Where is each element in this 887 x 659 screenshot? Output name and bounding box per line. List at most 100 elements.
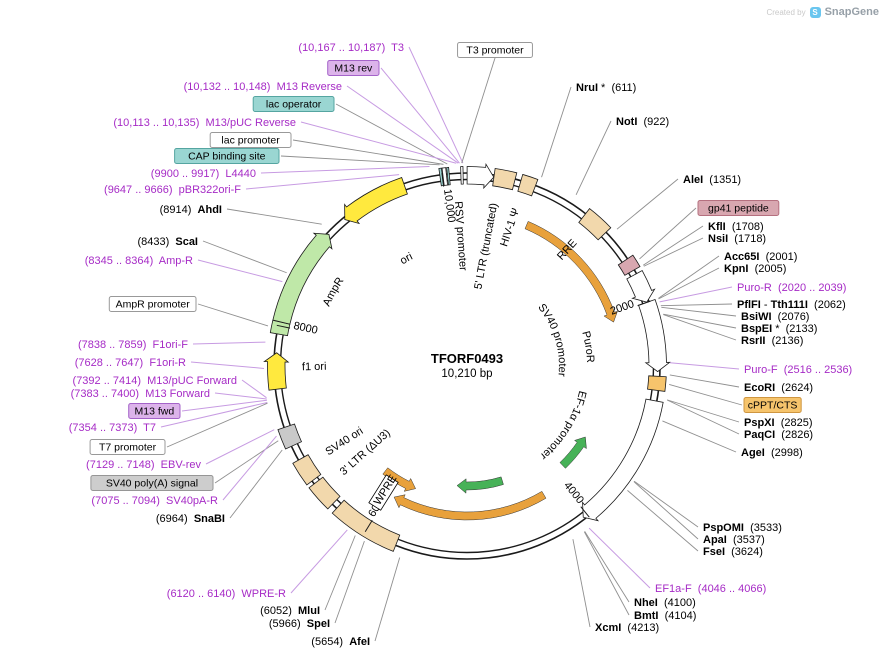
feature-gp41-peptide[interactable] xyxy=(617,254,641,276)
label-nhei-4100[interactable]: NheI (4100) xyxy=(634,597,696,609)
label-nsii-1718[interactable]: NsiI (1718) xyxy=(708,233,766,245)
leader-line xyxy=(290,529,348,594)
label-bspei-2133[interactable]: BspEI * (2133) xyxy=(741,323,817,335)
label-8914-ahdi[interactable]: (8914) AhdI xyxy=(160,204,222,216)
label-rsrii-2136[interactable]: RsrII (2136) xyxy=(741,335,803,347)
orf-arrow[interactable] xyxy=(393,490,547,521)
feature-label-hiv-1[interactable]: HIV-1 Ψ xyxy=(498,207,522,249)
label-6120-6140-wpre-r[interactable]: (6120 .. 6140) WPRE-R xyxy=(167,588,286,600)
leader-line xyxy=(260,166,430,174)
feature-wpre[interactable] xyxy=(331,499,401,552)
label-puro-f-2516-2536[interactable]: Puro-F (2516 .. 2536) xyxy=(744,364,852,376)
feature-ef-1a-promoter[interactable] xyxy=(582,398,664,522)
label-7838-7859-f1ori-f[interactable]: (7838 .. 7859) F1ori-F xyxy=(78,339,188,351)
feature-cppt-cts[interactable] xyxy=(647,375,667,392)
label-ef1a-f-4046-4066[interactable]: EF1a-F (4046 .. 4066) xyxy=(655,583,766,595)
label-8345-8364-amp-r[interactable]: (8345 .. 8364) Amp-R xyxy=(85,255,193,267)
label-agei-2998[interactable]: AgeI (2998) xyxy=(741,447,803,459)
label-5654-afei[interactable]: (5654) AfeI xyxy=(311,636,370,648)
label-pspomi-3533[interactable]: PspOMI (3533) xyxy=(703,522,782,534)
label-acc65i-2001[interactable]: Acc65I (2001) xyxy=(724,251,797,263)
label-xcmi-4213[interactable]: XcmI (4213) xyxy=(595,622,659,634)
feature-lac-operator[interactable] xyxy=(446,166,451,186)
label-apai-3537[interactable]: ApaI (3537) xyxy=(703,534,765,546)
label-ampr-promoter[interactable]: AmpR promoter xyxy=(108,296,197,312)
label-7392-7414-m13-puc-forward[interactable]: (7392 .. 7414) M13/pUC Forward xyxy=(73,375,237,387)
label-m13-fwd[interactable]: M13 fwd xyxy=(128,403,181,419)
feature-label-box-wpre[interactable]: WPRE xyxy=(368,472,400,511)
label-cap-binding-site[interactable]: CAP binding site xyxy=(174,148,280,164)
label-kpni-2005[interactable]: KpnI (2005) xyxy=(724,263,786,275)
label-lac-operator[interactable]: lac operator xyxy=(252,96,335,112)
feature-hiv-1-psi[interactable] xyxy=(517,173,539,197)
feature-ampr[interactable] xyxy=(272,232,333,325)
leader-line xyxy=(300,121,457,164)
feature-sv40-ori[interactable] xyxy=(292,454,322,486)
leader-line xyxy=(643,237,704,267)
label-sv40-poly-a-signal[interactable]: SV40 poly(A) signal xyxy=(90,475,214,491)
leader-line xyxy=(659,286,733,303)
label-7354-7373-t7[interactable]: (7354 .. 7373) T7 xyxy=(69,422,156,434)
feature-puror[interactable] xyxy=(638,298,671,373)
leader-line xyxy=(666,399,740,435)
label-t7-promoter[interactable]: T7 promoter xyxy=(89,439,166,455)
feature-rsv-promoter[interactable] xyxy=(466,162,495,190)
leader-line xyxy=(181,399,267,412)
label-pspxi-2825[interactable]: PspXI (2825) xyxy=(744,417,813,429)
feature-sv40-polya-signal[interactable] xyxy=(277,423,303,450)
label-kfli-1708[interactable]: KflI (1708) xyxy=(708,221,764,233)
leader-line xyxy=(202,240,287,274)
feature-label-rsv-promoter[interactable]: RSV promoter xyxy=(452,201,469,272)
label-text: SV40 poly(A) signal xyxy=(106,478,198,490)
label-noti-922[interactable]: NotI (922) xyxy=(616,116,669,128)
feature-label-5-ltr-truncated[interactable]: 5' LTR (truncated) xyxy=(472,202,500,290)
label-8433-scai[interactable]: (8433) ScaI xyxy=(137,236,198,248)
feature-label-f1-ori[interactable]: f1 ori xyxy=(302,361,327,374)
feature-t3-promoter[interactable] xyxy=(460,166,464,185)
feature-f1-ori[interactable] xyxy=(263,352,290,391)
leader-line xyxy=(616,178,679,230)
feature-label-sv40-promoter[interactable]: SV40 promoter xyxy=(535,302,568,378)
feature-label-puror[interactable]: PuroR xyxy=(579,330,596,363)
label-ecori-2624[interactable]: EcoRI (2624) xyxy=(744,382,813,394)
label-7129-7148-ebv-rev[interactable]: (7129 .. 7148) EBV-rev xyxy=(86,459,201,471)
label-bmti-4104[interactable]: BmtI (4104) xyxy=(634,610,696,622)
leader-line xyxy=(380,67,460,164)
label-9900-9917-l4440[interactable]: (9900 .. 9917) L4440 xyxy=(151,168,256,180)
label-cppt-cts[interactable]: cPPT/CTS xyxy=(743,397,802,413)
feature-lac-promoter[interactable] xyxy=(441,167,448,186)
leader-line xyxy=(190,361,265,369)
feature-3-ltr-delta-u3[interactable] xyxy=(308,476,341,510)
label-10-113-10-135-m13-puc-reverse[interactable]: (10,113 .. 10,135) M13/pUC Reverse xyxy=(113,117,296,129)
label-t3-promoter[interactable]: T3 promoter xyxy=(457,42,533,58)
orf-arrow[interactable] xyxy=(559,436,587,469)
label-10-167-10-187-t3[interactable]: (10,167 .. 10,187) T3 xyxy=(298,42,404,54)
label-bsiwi-2076[interactable]: BsiWI (2076) xyxy=(741,311,809,323)
label-7383-7400-m13-forward[interactable]: (7383 .. 7400) M13 Forward xyxy=(71,388,210,400)
label-5966-spei[interactable]: (5966) SpeI xyxy=(269,618,330,630)
label-fsei-3624[interactable]: FseI (3624) xyxy=(703,546,763,558)
label-lac-promoter[interactable]: lac promoter xyxy=(209,132,292,148)
label-m13-rev[interactable]: M13 rev xyxy=(327,60,380,76)
leader-line xyxy=(627,490,699,552)
label-nrui-611[interactable]: NruI * (611) xyxy=(576,82,636,94)
label-paqci-2826[interactable]: PaqCI (2826) xyxy=(744,429,813,441)
label-puro-r-2020-2039[interactable]: Puro-R (2020 .. 2039) xyxy=(737,282,846,294)
feature-label-ampr[interactable]: AmpR xyxy=(321,275,347,308)
label-10-132-10-148-m13-reverse[interactable]: (10,132 .. 10,148) M13 Reverse xyxy=(184,81,342,93)
label-alei-1351[interactable]: AleI (1351) xyxy=(683,174,741,186)
label-gp41-peptide[interactable]: gp41 peptide xyxy=(697,200,780,216)
feature-rre[interactable] xyxy=(578,208,612,241)
orf-arrow[interactable] xyxy=(456,476,504,494)
label-pflfi-tth111i-2062[interactable]: PflFI - Tth111I (2062) xyxy=(737,299,846,311)
feature-sv40-promoter[interactable] xyxy=(626,270,656,303)
label-7628-7647-f1ori-r[interactable]: (7628 .. 7647) F1ori-R xyxy=(75,357,186,369)
feature-5-ltr-truncated[interactable] xyxy=(492,168,518,191)
label-6052-mlui[interactable]: (6052) MluI xyxy=(260,605,320,617)
label-6964-snabi[interactable]: (6964) SnaBI xyxy=(156,513,225,525)
label-9647-9666-pbr322ori-f[interactable]: (9647 .. 9666) pBR322ori-F xyxy=(104,184,241,196)
label-7075-7094-sv40pa-r[interactable]: (7075 .. 7094) SV40pA-R xyxy=(91,495,218,507)
feature-label-ori[interactable]: ori xyxy=(398,251,415,268)
orf-arrow[interactable] xyxy=(524,221,618,323)
feature-ori[interactable] xyxy=(344,176,408,225)
